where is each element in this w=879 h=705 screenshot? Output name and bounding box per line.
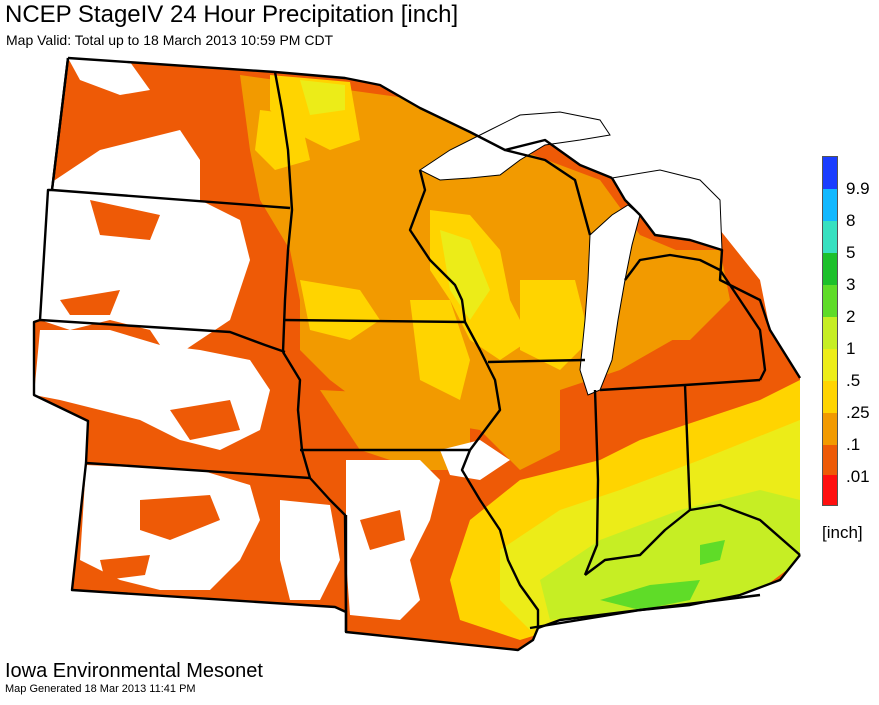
legend-swatch	[823, 253, 837, 285]
legend-swatch	[823, 189, 837, 221]
legend-swatch	[823, 157, 837, 189]
map-valid-time: Map Valid: Total up to 18 March 2013 10:…	[6, 32, 334, 48]
legend-label: .25	[846, 403, 870, 422]
generated-timestamp: Map Generated 18 Mar 2013 11:41 PM	[5, 683, 196, 695]
legend-swatch	[823, 475, 837, 505]
color-legend	[822, 156, 838, 506]
legend-label: 8	[846, 211, 856, 230]
legend-label: 2	[846, 307, 856, 326]
legend-label: 5	[846, 243, 856, 262]
legend-swatch	[823, 445, 837, 475]
legend-label: 3	[846, 275, 856, 294]
legend-swatch	[823, 221, 837, 253]
map-title: NCEP StageIV 24 Hour Precipitation [inch…	[5, 1, 459, 28]
legend-swatch	[823, 413, 837, 445]
legend-swatch	[823, 349, 837, 381]
legend-unit: [inch]	[822, 523, 863, 542]
legend-label: .5	[846, 371, 861, 390]
legend-label: 1	[846, 339, 856, 358]
legend-swatch	[823, 285, 837, 317]
legend-swatch	[823, 317, 837, 349]
legend-label: .1	[846, 435, 861, 454]
legend-label: 9.9	[846, 179, 870, 198]
legend-swatch	[823, 381, 837, 413]
legend-label: .01	[846, 467, 870, 486]
state-borders	[32, 56, 802, 652]
organization-credit: Iowa Environmental Mesonet	[5, 660, 263, 682]
great-lakes	[419, 111, 723, 396]
